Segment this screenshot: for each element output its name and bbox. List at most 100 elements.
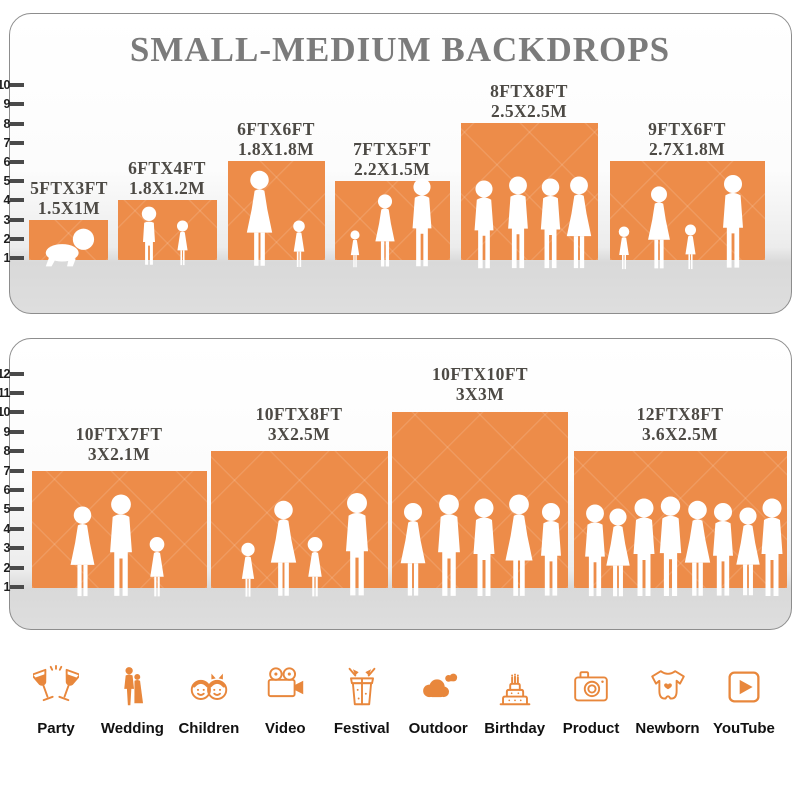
ruler-tick	[10, 566, 24, 570]
ruler-tick	[10, 198, 24, 202]
backdrop-size-label: 5FTX3FT 1.5X1M	[0, 178, 154, 218]
category-label: Birthday	[484, 720, 546, 737]
size-ft: 10FTX8FT	[255, 404, 343, 424]
ruler-tick	[10, 585, 24, 589]
category-video: Video	[247, 664, 323, 737]
birthday-cake-icon	[499, 673, 530, 706]
ruler-tick	[10, 218, 24, 222]
video-camera-icon	[268, 667, 304, 698]
category-wedding: Wedding	[94, 664, 170, 737]
ruler-tick	[10, 469, 24, 473]
category-newborn: Newborn	[630, 664, 706, 737]
size-m: 3X2.1M	[87, 444, 151, 464]
backdrop-size-label: 10FTX8FT 3X2.5M	[214, 404, 384, 444]
category-children: Children	[171, 664, 247, 737]
clouds-icon	[423, 673, 458, 698]
category-label: Video	[265, 720, 306, 737]
backdrop-rect-10x8	[211, 451, 388, 588]
gift-box-icon	[348, 667, 376, 706]
size-ft: 9FTX6FT	[648, 119, 726, 139]
ruler-number: 10	[0, 78, 11, 92]
ruler-tick	[10, 410, 24, 414]
backdrop-people-silhouette	[585, 496, 783, 597]
size-ft: 5FTX3FT	[30, 178, 108, 198]
ruler-number: 3	[3, 213, 11, 227]
ruler-tick	[10, 372, 24, 376]
ruler-number: 8	[3, 117, 11, 131]
ruler-tick	[10, 256, 24, 260]
ruler-number: 10	[0, 405, 11, 419]
ruler-tick	[10, 488, 24, 492]
ruler-tick	[10, 83, 24, 87]
category-outdoor: Outdoor	[400, 664, 476, 737]
size-m: 1.8X1.2M	[128, 178, 206, 198]
backdrop-people-silhouette	[45, 228, 95, 267]
backdrop-rect-6x6	[228, 161, 325, 260]
ruler-number: 2	[3, 232, 11, 246]
ruler-tick	[10, 122, 24, 126]
children-faces-icon	[190, 673, 228, 700]
ruler-number: 8	[3, 444, 11, 458]
category-row: Party Wedding	[18, 664, 782, 737]
ruler-number: 6	[3, 155, 11, 169]
backdrop-people-silhouette	[618, 174, 743, 270]
size-ft: 10FTX10FT	[432, 364, 528, 384]
category-youtube: YouTube	[706, 664, 782, 737]
category-product: Product	[553, 664, 629, 737]
backdrop-size-label: 12FTX8FT 3.6X2.5M	[595, 404, 765, 444]
category-label: Festival	[333, 720, 390, 737]
category-party: Party	[18, 664, 94, 737]
ruler-number: 12	[0, 367, 11, 381]
ruler-number: 2	[3, 561, 11, 575]
party-glasses-icon	[33, 664, 79, 702]
backdrop-size-label: 10FTX7FT 3X2.1M	[34, 424, 204, 464]
category-label: YouTube	[712, 720, 775, 737]
size-m: 1.5X1M	[37, 198, 101, 218]
size-ft: 12FTX8FT	[636, 404, 724, 424]
ruler-number: 4	[3, 522, 11, 536]
ruler-number: 3	[3, 541, 11, 555]
size-m: 3.6X2.5M	[641, 424, 719, 444]
size-ft: 6FTX6FT	[237, 119, 315, 139]
category-birthday: Birthday	[477, 664, 553, 737]
category-label: Children	[178, 720, 240, 737]
backdrop-people-silhouette	[350, 178, 432, 268]
size-m: 2.7X1.8M	[648, 139, 726, 159]
ruler-tick	[10, 527, 24, 531]
size-m: 3X2.5M	[267, 424, 331, 444]
size-ft: 6FTX4FT	[128, 158, 206, 178]
size-m: 2.2X1.5M	[353, 159, 431, 179]
play-button-icon	[728, 671, 760, 703]
wedding-couple-icon	[124, 667, 144, 706]
backdrop-people-silhouette	[474, 176, 592, 269]
backdrop-size-label: 8FTX8FT 2.5X2.5M	[444, 81, 614, 121]
backdrop-people-silhouette	[141, 206, 189, 266]
ruler-number: 9	[3, 425, 11, 439]
category-label: Outdoor	[408, 720, 468, 737]
ruler-number: 1	[3, 251, 11, 265]
ruler-tick	[10, 546, 24, 550]
category-festival: Festival	[324, 664, 400, 737]
size-ft: 8FTX8FT	[490, 81, 568, 101]
category-label: Wedding	[100, 720, 164, 737]
ruler-number: 5	[3, 502, 11, 516]
ruler-tick	[10, 507, 24, 511]
baby-onesie-icon	[650, 670, 685, 700]
photo-camera-icon	[574, 671, 608, 702]
ruler-number: 5	[3, 174, 11, 188]
ruler-tick	[10, 449, 24, 453]
ruler-number: 11	[0, 386, 11, 400]
ruler-number: 9	[3, 97, 11, 111]
ruler-number: 4	[3, 193, 11, 207]
ruler-tick	[10, 430, 24, 434]
ruler-tick	[10, 141, 24, 145]
ruler-number: 7	[3, 464, 11, 478]
ruler-tick	[10, 102, 24, 106]
category-label: Party	[37, 720, 75, 737]
category-label: Product	[562, 720, 620, 737]
size-m: 1.8X1.8M	[237, 139, 315, 159]
ruler-tick	[10, 237, 24, 241]
backdrop-size-label: 9FTX6FT 2.7X1.8M	[602, 119, 772, 159]
size-ft: 10FTX7FT	[75, 424, 163, 444]
